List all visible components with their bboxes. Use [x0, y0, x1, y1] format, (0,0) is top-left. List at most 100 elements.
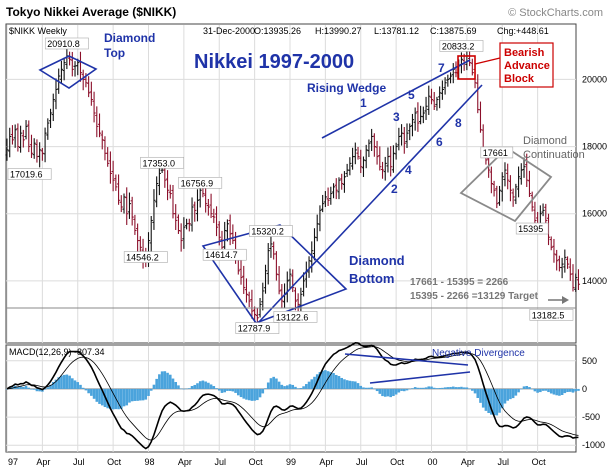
macd-histogram-bar	[481, 388, 485, 408]
macd-histogram-bar	[139, 388, 142, 401]
macd-histogram-bar	[236, 388, 240, 396]
wave-1: 1	[360, 96, 367, 110]
macd-histogram-bar	[182, 388, 186, 390]
macd-histogram-bar	[473, 388, 477, 394]
macd-histogram-bar	[43, 388, 47, 390]
macd-histogram-bar	[345, 380, 349, 389]
macd-histogram-bar	[71, 378, 74, 389]
macd-histogram-bar	[402, 388, 406, 392]
macd-histogram-bar	[266, 382, 270, 389]
macd-histogram-bar	[305, 384, 308, 389]
macd-histogram-bar	[109, 388, 112, 410]
diamond-bottom-label-2: Bottom	[349, 271, 395, 286]
macd-histogram-bar	[364, 387, 368, 389]
macd-histogram-bar	[68, 375, 71, 389]
macd-histogram-bar	[193, 384, 197, 389]
price-label-box	[515, 222, 549, 235]
diamond-continuation-label-2: Continuation	[523, 149, 585, 161]
price-label-box	[273, 311, 318, 323]
macd-histogram-bar	[392, 388, 395, 397]
macd-histogram-bar	[419, 387, 422, 389]
macd-histogram-bar	[574, 388, 578, 392]
macd-histogram-bar	[359, 385, 363, 389]
x-tick-label: Oct	[532, 457, 547, 467]
macd-histogram-bar	[560, 388, 564, 395]
macd-histogram-bar	[441, 387, 444, 389]
macd-histogram-bar	[136, 388, 139, 401]
macd-histogram-bar	[250, 388, 254, 401]
macd-histogram-bar	[492, 388, 496, 416]
price-label: 15320.2	[251, 227, 284, 237]
divergence-line-2	[369, 371, 471, 384]
macd-histogram-bar	[177, 385, 180, 389]
macd-histogram-bar	[171, 378, 175, 389]
macd-histogram-bar	[354, 381, 357, 389]
macd-histogram-bar	[544, 388, 548, 391]
macd-histogram-bar	[400, 388, 403, 391]
macd-histogram-bar	[291, 384, 295, 389]
macd-histogram-bar	[318, 372, 322, 389]
macd-histogram-bar	[373, 388, 376, 390]
x-tick-label: 99	[286, 457, 296, 467]
macd-histogram-bar	[378, 388, 382, 394]
macd-histogram-bar	[416, 387, 420, 389]
diamond-bottom-label-1: Diamond	[349, 253, 405, 268]
macd-histogram-bar	[242, 388, 246, 399]
macd-series	[5, 342, 580, 450]
macd-histogram-bar	[460, 386, 463, 389]
price-label: 20833.2	[442, 41, 475, 51]
target-line-1: 17661 - 15395 = 2266	[410, 277, 509, 288]
divergence-line-1	[344, 353, 469, 366]
macd-histogram-bar	[147, 388, 150, 396]
macd-histogram-bar	[454, 387, 458, 389]
macd-histogram-bar	[152, 384, 156, 389]
macd-line	[6, 342, 579, 450]
macd-histogram-bar	[258, 388, 262, 398]
macd-histogram-bar	[65, 374, 69, 389]
x-tick-label: Apr	[461, 457, 475, 467]
macd-histogram-bar	[500, 388, 504, 409]
macd-histogram-bar	[155, 378, 158, 389]
macd-histogram-bar	[201, 380, 205, 389]
macd-histogram-bar	[190, 386, 194, 389]
macd-histogram-bar	[79, 384, 82, 389]
macd-histogram-bar	[125, 388, 129, 406]
macd-histogram-bar	[207, 382, 210, 389]
macd-histogram-bar	[383, 388, 387, 397]
macd-histogram-bar	[217, 388, 221, 391]
macd-histogram-bar	[247, 388, 251, 401]
macd-histogram-bar	[149, 388, 153, 391]
macd-histogram-bar	[549, 388, 553, 394]
macd-histogram-bar	[479, 388, 482, 403]
macd-histogram-bar	[160, 371, 164, 389]
macd-histogram-bar	[506, 388, 509, 401]
macd-histogram-bar	[405, 388, 409, 391]
macd-histogram-bar	[432, 387, 436, 389]
macd-histogram-bar	[375, 388, 379, 392]
macd-signal-line	[6, 346, 579, 441]
macd-histogram-bar	[256, 388, 259, 401]
macd-histogram-bar	[269, 378, 273, 389]
macd-histogram-bar	[413, 387, 417, 389]
x-tick-label: 00	[427, 457, 437, 467]
macd-histogram-bar	[408, 388, 412, 390]
macd-histogram-bar	[128, 388, 131, 403]
macd-label: MACD(12,26,9) -807.34	[9, 347, 105, 357]
macd-histogram-bar	[106, 388, 109, 409]
macd-histogram-bar	[264, 388, 267, 389]
macd-histogram-bar	[285, 385, 289, 389]
diamond-top-shape	[38, 55, 98, 89]
macd-histogram-bar	[329, 372, 333, 389]
macd-histogram-bar	[503, 388, 507, 404]
diamond-top-label-1: Diamond	[104, 31, 155, 45]
macd-histogram-bar	[343, 379, 346, 389]
header-high: H:13990.27	[315, 26, 362, 36]
macd-histogram-bar	[87, 388, 90, 394]
macd-histogram-bar	[462, 387, 466, 389]
macd-histogram-bar	[35, 388, 39, 392]
wedge-upper-line	[321, 59, 471, 139]
wave-5: 5	[408, 88, 415, 102]
macd-histogram-bar	[296, 388, 300, 389]
price-label-box	[439, 40, 484, 52]
